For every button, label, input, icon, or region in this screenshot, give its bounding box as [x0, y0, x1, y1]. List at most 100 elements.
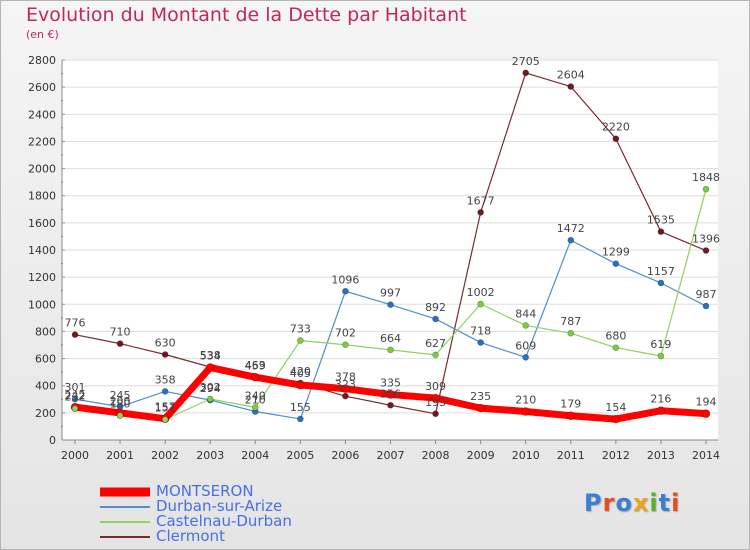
data-label: 1096 — [331, 273, 359, 286]
data-point — [522, 69, 530, 77]
data-point — [161, 416, 169, 423]
logo-letter: r — [602, 489, 616, 517]
data-label: 179 — [560, 398, 581, 411]
legend-swatch-clermont — [100, 536, 150, 538]
data-label: 256 — [380, 387, 401, 400]
data-point — [296, 380, 305, 390]
data-label: 534 — [200, 350, 221, 363]
data-label: 157 — [155, 401, 176, 414]
y-tick-label: 200 — [35, 407, 56, 420]
x-tick-label: 2000 — [61, 449, 89, 462]
data-point — [297, 337, 304, 344]
data-point — [522, 322, 530, 329]
chart-subtitle: (en €) — [26, 28, 59, 41]
data-label: 405 — [290, 367, 311, 380]
data-label: 1396 — [692, 233, 720, 246]
data-label: 294 — [200, 382, 221, 395]
x-tick-label: 2012 — [602, 449, 630, 462]
data-label: 680 — [605, 330, 626, 343]
chart-title: Evolution du Montant de la Dette par Hab… — [26, 4, 467, 26]
y-tick-label: 2000 — [28, 163, 56, 176]
data-label: 301 — [65, 381, 86, 394]
data-point — [476, 403, 485, 413]
data-label: 1677 — [467, 194, 495, 207]
data-point — [566, 411, 576, 421]
data-label: 200 — [110, 395, 131, 408]
data-label: 235 — [470, 390, 491, 403]
legend-item: Castelnau-Durban — [100, 514, 292, 529]
legend-swatch-durban — [100, 506, 150, 508]
data-point — [432, 351, 439, 359]
data-point — [702, 185, 710, 193]
data-point — [477, 209, 484, 216]
x-tick-label: 2002 — [151, 449, 179, 462]
logo-letter: x — [632, 489, 650, 517]
data-point — [386, 390, 395, 399]
data-label: 463 — [245, 359, 266, 372]
x-tick-label: 2003 — [196, 449, 224, 462]
data-label: 892 — [425, 301, 446, 314]
data-point — [387, 301, 394, 308]
data-point — [71, 331, 79, 338]
legend-item: Durban-sur-Arize — [100, 499, 292, 514]
logo-letter: i — [649, 489, 659, 517]
data-label: 420 — [290, 365, 311, 378]
data-point — [701, 409, 711, 418]
y-tick-label: 800 — [35, 325, 56, 338]
data-point — [612, 135, 620, 143]
y-tick-label: 2400 — [28, 108, 56, 121]
data-label: 309 — [425, 380, 446, 393]
legend-label-castelnau: Castelnau-Durban — [156, 512, 292, 530]
data-point — [657, 228, 665, 235]
y-tick-label: 1800 — [28, 190, 56, 203]
data-point — [297, 415, 304, 423]
legend-label-montseron: MONTSERON — [156, 482, 254, 500]
data-point — [611, 414, 621, 424]
legend-item: Clermont — [100, 529, 292, 544]
data-label: 245 — [110, 389, 131, 402]
data-point — [431, 393, 440, 403]
data-point — [702, 302, 710, 310]
data-label: 210 — [245, 394, 266, 407]
data-label: 2220 — [602, 121, 630, 134]
logo-letter: t — [658, 489, 672, 517]
y-tick-label: 0 — [49, 434, 56, 447]
proxiti-logo: Proxiti — [584, 489, 680, 517]
data-label: 155 — [290, 401, 311, 414]
data-label: 1535 — [647, 214, 675, 227]
data-point — [477, 300, 484, 308]
data-label: 210 — [515, 394, 536, 407]
data-point — [657, 279, 665, 287]
data-label: 1472 — [557, 222, 585, 235]
data-label: 193 — [425, 396, 446, 409]
data-point — [251, 404, 259, 411]
data-point — [477, 339, 484, 346]
data-point — [161, 351, 169, 358]
data-label: 378 — [335, 371, 356, 384]
legend-label-durban: Durban-sur-Arize — [156, 497, 283, 515]
data-label: 459 — [245, 360, 266, 373]
data-label: 718 — [470, 325, 491, 338]
data-point — [432, 315, 439, 323]
data-point — [250, 372, 260, 382]
data-label: 664 — [380, 332, 401, 345]
data-label: 1848 — [692, 171, 720, 184]
data-label: 194 — [696, 396, 717, 409]
x-tick-label: 2005 — [286, 449, 314, 462]
data-point — [206, 395, 214, 403]
data-label: 323 — [335, 378, 356, 391]
data-label: 302 — [200, 381, 221, 394]
data-label: 1299 — [602, 246, 630, 259]
data-label: 776 — [65, 317, 86, 330]
data-point — [342, 392, 349, 400]
x-tick-label: 2007 — [377, 449, 405, 462]
y-tick-label: 1400 — [28, 244, 56, 257]
data-label: 538 — [200, 349, 221, 362]
y-tick-label: 2200 — [28, 135, 56, 148]
data-label: 232 — [65, 391, 86, 404]
x-tick-label: 2001 — [106, 449, 134, 462]
data-point — [71, 395, 79, 403]
data-label: 987 — [696, 288, 717, 301]
data-label: 619 — [650, 338, 671, 351]
